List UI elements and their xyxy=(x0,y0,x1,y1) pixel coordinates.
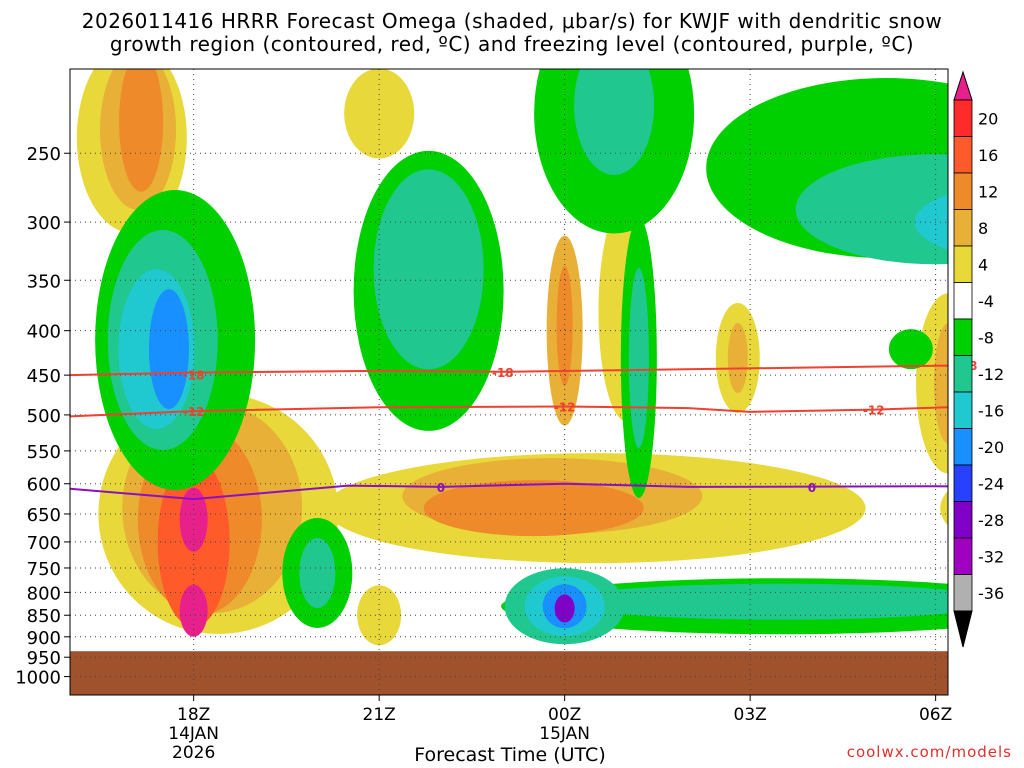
colorbar-segment xyxy=(953,172,973,210)
contour-label: -18 xyxy=(183,368,205,382)
shade-upper-left-orange xyxy=(119,69,164,192)
colorbar-label: 4 xyxy=(978,255,988,274)
shade-low-level-teal xyxy=(561,583,948,620)
x-tick-label: 00Z xyxy=(548,705,581,725)
shade-right-yellow xyxy=(940,490,948,526)
colorbar-label: 16 xyxy=(978,146,998,165)
colorbar-label: -24 xyxy=(978,474,1004,493)
shade-mid-band-orange xyxy=(423,480,644,537)
colorbar-bottom-arrow xyxy=(953,610,973,648)
y-tick-label: 300 xyxy=(27,213,61,234)
y-tick-label: 350 xyxy=(27,271,61,292)
colorbar-label: 20 xyxy=(978,109,998,128)
shade-column-teal xyxy=(628,267,649,448)
y-tick-label: 800 xyxy=(27,583,61,604)
y-tick-label: 650 xyxy=(27,505,61,526)
x-tick-label: 06Z xyxy=(919,705,952,725)
contour-label: 0 xyxy=(437,481,445,495)
shade-upper-right-cyan xyxy=(914,194,948,250)
y-tick-label: 700 xyxy=(27,533,61,554)
colorbar-label: -4 xyxy=(978,292,994,311)
shade-06z-gold xyxy=(934,323,948,444)
shade-upper-right-teal xyxy=(795,154,948,265)
terrain-ground xyxy=(70,651,948,695)
y-tick-label: 250 xyxy=(27,144,61,165)
colorbar-segment xyxy=(953,245,973,283)
contour-label: -18 xyxy=(492,366,514,380)
colorbar-label: -8 xyxy=(978,328,994,347)
shade-small-green xyxy=(888,329,933,370)
colorbar-segment xyxy=(953,464,973,502)
shade-small-gold xyxy=(727,322,748,393)
colorbar-top-arrow xyxy=(953,70,973,101)
contour-label: -12 xyxy=(183,405,205,419)
contour-label: -12 xyxy=(554,401,576,415)
colorbar: 20 16 12 8 4 -4 -8 -12 -16 -20 -24 -28 -32 -36 xyxy=(953,70,1004,648)
colorbar-segment xyxy=(953,99,973,137)
x-tick-label: 18Z xyxy=(177,705,210,725)
colorbar-segment xyxy=(953,501,973,539)
colorbar-label: 12 xyxy=(978,182,998,201)
x-tick-year: 2026 xyxy=(172,743,215,763)
contour--12 xyxy=(70,405,948,418)
y-tick-label: 750 xyxy=(27,559,61,580)
y-tick-label: 850 xyxy=(27,606,61,627)
colorbar-label: -36 xyxy=(978,584,1004,603)
x-axis-label: Forecast Time (UTC) xyxy=(414,744,606,766)
x-tick-date: 15JAN xyxy=(539,724,590,744)
x-tick-label: 21Z xyxy=(363,705,396,725)
colorbar-label: -28 xyxy=(978,511,1004,530)
shade-magenta-2 xyxy=(179,584,208,637)
shade-upper-yellow-21z xyxy=(344,69,415,159)
x-tick-date: 14JAN xyxy=(168,724,219,744)
y-tick-label: 550 xyxy=(27,442,61,463)
plot-frame xyxy=(69,68,949,696)
colorbar-segment xyxy=(953,355,973,393)
chart-title-line-1: 2026011416 HRRR Forecast Omega (shaded, … xyxy=(81,9,943,33)
site-credit: coolwx.com/models xyxy=(846,743,1012,761)
y-tick-label: 1000 xyxy=(15,668,61,689)
y-tick-label: 900 xyxy=(27,628,61,649)
shade-upper-00z-teal xyxy=(574,69,655,175)
colorbar-segment xyxy=(953,391,973,429)
colorbar-segment xyxy=(953,136,973,174)
omega-shading xyxy=(76,69,948,646)
y-tick-label: 600 xyxy=(27,475,61,496)
shade-21z-teal xyxy=(373,169,484,370)
contour-label: 0 xyxy=(808,481,816,495)
shade-small-yellow-lower xyxy=(357,585,402,646)
colorbar-segment xyxy=(953,282,973,320)
colorbar-segment xyxy=(953,537,973,575)
colorbar-segment xyxy=(953,318,973,356)
x-tick-label: 03Z xyxy=(734,705,767,725)
y-tick-label: 450 xyxy=(27,366,61,387)
y-tick-label: 500 xyxy=(27,406,61,427)
shade-left-blue xyxy=(148,289,189,410)
shade-00z-column-orange xyxy=(556,265,573,386)
shade-low-center-purple xyxy=(554,594,575,623)
colorbar-segment xyxy=(953,428,973,466)
colorbar-label: -32 xyxy=(978,547,1004,566)
shade-lower-teal-1 xyxy=(299,537,336,608)
contour--18 xyxy=(70,364,948,377)
y-tick-label: 950 xyxy=(27,648,61,669)
contour-0 xyxy=(70,482,948,501)
colorbar-label: 8 xyxy=(978,219,988,238)
colorbar-label: -20 xyxy=(978,438,1004,457)
y-tick-label: 400 xyxy=(27,322,61,343)
chart-title-line-2: growth region (contoured, red, ºC) and f… xyxy=(109,32,915,56)
colorbar-segment xyxy=(953,574,973,612)
colorbar-label: -12 xyxy=(978,365,1004,384)
colorbar-label: -16 xyxy=(978,401,1004,420)
colorbar-segment xyxy=(953,209,973,247)
contour-label: -12 xyxy=(863,404,885,418)
